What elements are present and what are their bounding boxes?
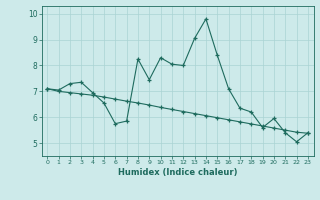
X-axis label: Humidex (Indice chaleur): Humidex (Indice chaleur) [118, 168, 237, 177]
